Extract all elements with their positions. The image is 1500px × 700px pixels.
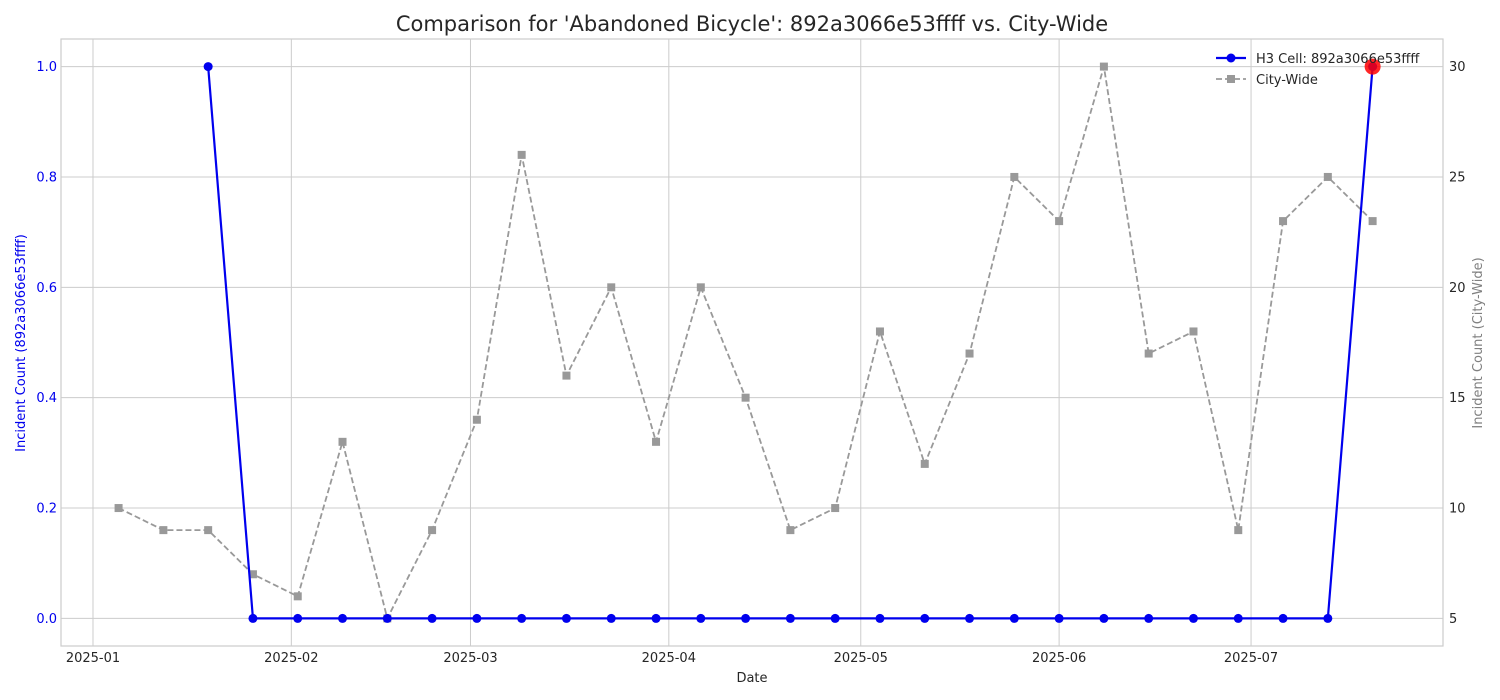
y-right-tick-label: 20 xyxy=(1449,281,1466,296)
city-wide-point xyxy=(831,504,840,513)
h3-cell-point xyxy=(1099,613,1109,623)
city-wide-point xyxy=(965,349,974,358)
chart-title: Comparison for 'Abandoned Bicycle': 892a… xyxy=(396,12,1108,36)
x-tick-label: 2025-04 xyxy=(642,651,696,666)
city-wide-point xyxy=(428,526,437,535)
h3-cell-point xyxy=(1054,613,1064,623)
h3-cell-point xyxy=(965,613,975,623)
y-right-tick-label: 10 xyxy=(1449,502,1466,517)
h3-cell-point xyxy=(1009,613,1019,623)
legend: H3 Cell: 892a3066e53ffff City-Wide xyxy=(1216,52,1420,88)
city-wide-point xyxy=(1144,349,1153,358)
city-wide-point xyxy=(607,283,616,292)
x-axis-ticks: 2025-01 2025-02 2025-03 2025-04 2025-05 2025-… xyxy=(66,651,1278,666)
y-left-tick-label: 0.6 xyxy=(36,281,57,296)
h3-cell-point xyxy=(517,613,527,623)
h3-cell-point xyxy=(561,613,571,623)
legend-label-h3: H3 Cell: 892a3066e53ffff xyxy=(1256,52,1420,67)
city-wide-point xyxy=(786,526,795,535)
city-wide-point xyxy=(248,570,257,579)
city-wide-point xyxy=(741,393,750,402)
y-left-axis-label: Incident Count (892a3066e53ffff) xyxy=(14,234,29,452)
city-wide-point xyxy=(696,283,705,292)
h3-cell-point xyxy=(427,613,437,623)
h3-cell-point xyxy=(696,613,706,623)
city-wide-point xyxy=(1234,526,1243,535)
city-wide-point xyxy=(293,592,302,601)
x-tick-label: 2025-05 xyxy=(834,651,888,666)
city-wide-point xyxy=(1368,217,1377,226)
city-wide-point xyxy=(338,437,347,446)
h3-cell-point xyxy=(293,613,303,623)
x-tick-label: 2025-01 xyxy=(66,651,120,666)
city-wide-point xyxy=(472,415,481,424)
y-right-tick-label: 15 xyxy=(1449,391,1466,406)
h3-cell-point xyxy=(203,62,213,72)
city-wide-point xyxy=(1010,172,1019,181)
h3-cell-point xyxy=(651,613,661,623)
h3-cell-point xyxy=(1144,613,1154,623)
legend-swatch-city-marker xyxy=(1227,75,1235,83)
city-wide-point xyxy=(920,459,929,468)
city-wide-point xyxy=(204,526,213,535)
city-wide-point xyxy=(875,327,884,336)
y-right-tick-label: 5 xyxy=(1449,612,1457,627)
h3-cell-point xyxy=(248,613,258,623)
city-wide-point xyxy=(1055,217,1064,226)
city-wide-point xyxy=(517,150,526,159)
y-right-axis-ticks: 5 10 15 20 25 30 xyxy=(1449,60,1466,627)
city-wide-point xyxy=(652,437,661,446)
y-right-tick-label: 30 xyxy=(1449,60,1466,75)
city-wide-point xyxy=(562,371,571,380)
x-tick-label: 2025-06 xyxy=(1032,651,1086,666)
h3-cell-point xyxy=(382,613,392,623)
h3-cell-point xyxy=(338,613,348,623)
grid-lines xyxy=(61,39,1443,646)
h3-cell-point xyxy=(830,613,840,623)
city-wide-point xyxy=(114,504,123,513)
h3-cell-point xyxy=(741,613,751,623)
plot-area xyxy=(61,39,1443,646)
y-left-tick-label: 1.0 xyxy=(36,60,57,75)
y-left-tick-label: 0.2 xyxy=(36,502,57,517)
y-right-axis-label: Incident Count (City-Wide) xyxy=(1471,257,1486,428)
legend-swatch-h3-marker xyxy=(1226,53,1236,63)
y-left-tick-label: 0.8 xyxy=(36,170,57,185)
h3-cell-point xyxy=(920,613,930,623)
city-wide-point xyxy=(1323,172,1332,181)
x-tick-label: 2025-02 xyxy=(264,651,318,666)
x-tick-label: 2025-03 xyxy=(443,651,497,666)
city-wide-point xyxy=(159,526,168,535)
y-right-tick-label: 25 xyxy=(1449,170,1466,185)
x-tick-label: 2025-07 xyxy=(1224,651,1278,666)
h3-cell-point xyxy=(875,613,885,623)
y-left-tick-label: 0.0 xyxy=(36,612,57,627)
h3-cell-point xyxy=(1323,613,1333,623)
h3-cell-point xyxy=(1233,613,1243,623)
highlight-marker xyxy=(1364,58,1381,75)
h3-cell-point xyxy=(1278,613,1288,623)
x-axis-label: Date xyxy=(736,671,767,686)
h3-cell-point xyxy=(785,613,795,623)
h3-cell-point xyxy=(1188,613,1198,623)
y-left-tick-label: 0.4 xyxy=(36,391,57,406)
legend-label-city: City-Wide xyxy=(1256,73,1318,88)
city-wide-point xyxy=(1189,327,1198,336)
h3-cell-point xyxy=(606,613,616,623)
y-left-axis-ticks: 0.0 0.2 0.4 0.6 0.8 1.0 xyxy=(36,60,57,627)
series-group xyxy=(114,58,1381,623)
city-wide-point xyxy=(1099,62,1108,71)
h3-cell-point xyxy=(472,613,482,623)
city-wide-point xyxy=(1279,217,1288,226)
plot-frame xyxy=(60,38,1444,647)
